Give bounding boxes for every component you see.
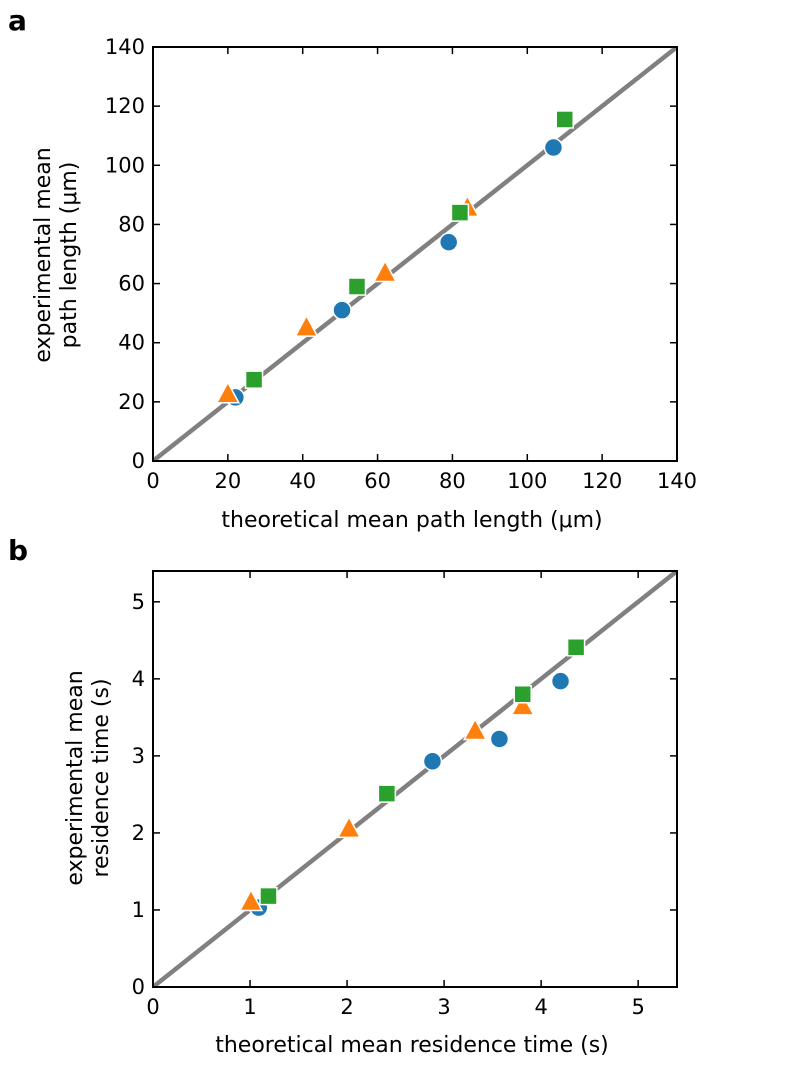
panel-a-x-tick-label-0: 0 — [146, 469, 159, 493]
panel-b-y-tick-label-1: 1 — [132, 898, 145, 922]
panel-b-x-axis-label: theoretical mean residence time (s) — [215, 1033, 609, 1058]
panel-a-x-tick-label-6: 120 — [582, 469, 622, 493]
panel-a-y-tick-label-2: 40 — [118, 331, 145, 355]
panel-a-axes-frame — [152, 46, 678, 462]
panel-b-square-point-2 — [377, 784, 397, 803]
panel-b-square-point-3 — [513, 685, 532, 704]
panel-b-triangle-point-1 — [238, 888, 264, 912]
panel-a-y-tick-label-7: 140 — [105, 35, 145, 59]
panel-a-x-tick-label-3: 60 — [364, 469, 391, 493]
panel-a-x-tick-label-7: 140 — [657, 469, 697, 493]
panel-b-circle-point-4 — [550, 671, 571, 691]
panel-a-square-point-1 — [244, 370, 264, 389]
panel-b-identity-line — [153, 571, 677, 987]
panel-b-x-tick-label-4: 4 — [534, 995, 547, 1019]
panel-a-x-tick-label-2: 40 — [289, 469, 316, 493]
panel-a-circle-point-3 — [438, 232, 459, 252]
panel-b: b theoretical mean residence time (s) ex… — [8, 534, 678, 1058]
panel-a-square-point-3 — [450, 203, 470, 222]
panel-a-square-point-2 — [347, 277, 367, 296]
panel-a-y-axis-label-line-2: path length (μm) — [57, 162, 82, 349]
panel-a-circle-point-2 — [332, 300, 352, 320]
panel-b-triangle-point-3 — [462, 717, 488, 741]
panel-b-y-tick-label-4: 4 — [132, 667, 145, 691]
panel-a-y-axis-label-line-1: experimental mean — [31, 147, 56, 362]
panel-a-y-tick-label-1: 20 — [118, 390, 145, 414]
panel-b-square-point-4 — [566, 638, 586, 657]
panel-b-y-tick-label-2: 2 — [132, 821, 145, 845]
panel-b-letter: b — [8, 534, 28, 567]
panel-b-circle-point-2 — [422, 751, 443, 772]
panel-a-letter: a — [8, 4, 27, 37]
panel-a-y-tick-label-0: 0 — [132, 449, 145, 473]
panel-b-y-tick-label-0: 0 — [132, 975, 145, 999]
panel-b-triangle-point-2 — [336, 815, 362, 839]
panel-a-y-tick-label-4: 80 — [118, 212, 145, 236]
panel-a-y-tick-label-5: 100 — [105, 153, 145, 177]
panel-b-x-tick-label-0: 0 — [146, 995, 159, 1019]
panel-b-x-tick-label-5: 5 — [631, 995, 644, 1019]
panel-b-triangle-point-4 — [510, 692, 535, 716]
panel-a-y-tick-label-6: 120 — [105, 94, 145, 118]
panel-a-x-tick-label-1: 20 — [214, 469, 241, 493]
panel-b-y-axis-label-line-2: residence time (s) — [89, 678, 114, 877]
panel-a-triangle-point-1 — [215, 380, 241, 404]
panel-b-circle-point-3 — [489, 729, 510, 749]
panel-b-square-point-1 — [259, 886, 278, 906]
panel-b-x-tick-label-3: 3 — [437, 995, 450, 1019]
panel-a-triangle-point-2 — [294, 314, 319, 337]
panel-a-triangle-point-3 — [372, 259, 398, 283]
panel-b-y-tick-label-5: 5 — [132, 590, 145, 614]
panel-a-x-axis-label: theoretical mean path length (μm) — [221, 508, 602, 533]
panel-b-y-tick-label-3: 3 — [132, 744, 145, 768]
panel-b-axes-frame — [152, 570, 678, 988]
panel-b-y-axis-label-line-1: experimental mean — [63, 670, 88, 885]
panel-b-x-tick-label-2: 2 — [340, 995, 353, 1019]
panel-a-y-axis-label: experimental mean path length (μm) — [31, 147, 82, 362]
panel-a-y-tick-label-3: 60 — [118, 272, 145, 296]
panel-b-y-axis-label: experimental mean residence time (s) — [63, 670, 114, 885]
panel-a-x-tick-label-4: 80 — [439, 469, 466, 493]
panel-a-circle-point-4 — [543, 137, 564, 158]
panel-a-square-point-4 — [555, 110, 574, 129]
panel-a: a theoretical mean path length (μm) expe… — [8, 4, 697, 533]
panel-b-x-tick-label-1: 1 — [243, 995, 256, 1019]
panel-a-x-tick-label-5: 100 — [507, 469, 547, 493]
